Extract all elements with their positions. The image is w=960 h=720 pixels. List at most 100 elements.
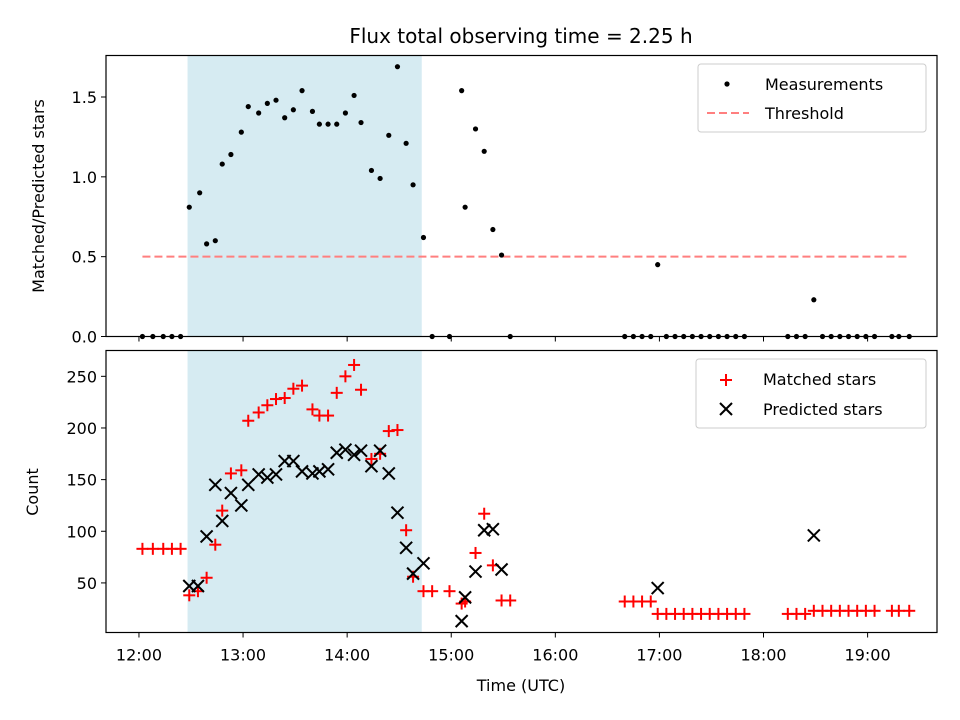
measurement-point xyxy=(197,190,203,196)
top-chart-title: Flux total observing time = 2.25 h xyxy=(349,24,692,48)
predicted-marker-stroke xyxy=(199,529,214,544)
predicted-marker-stroke xyxy=(486,522,500,536)
measurement-point xyxy=(316,121,322,127)
matched-star-point xyxy=(504,594,517,607)
measurement-point xyxy=(282,115,288,121)
matched-star-point xyxy=(348,358,361,371)
measurement-point xyxy=(368,167,375,174)
measurement-point xyxy=(462,204,468,210)
matched-star-point xyxy=(868,604,881,617)
matched-star-point xyxy=(400,524,413,537)
predicted-star-point xyxy=(390,505,405,520)
matched-star-point xyxy=(235,464,248,477)
predicted-marker-stroke xyxy=(347,448,361,462)
measurement-point xyxy=(238,129,244,135)
predicted-marker-stroke xyxy=(406,566,420,581)
measurement-point xyxy=(334,121,340,127)
measurement-point xyxy=(410,182,416,188)
measurement-point xyxy=(256,110,262,116)
matched-star-point xyxy=(270,393,283,406)
predicted-marker-stroke xyxy=(224,486,238,500)
matched-star-point xyxy=(252,406,265,419)
predicted-marker-stroke xyxy=(312,464,327,479)
predicted-marker-stroke xyxy=(295,464,309,479)
measurement-point xyxy=(325,121,331,127)
predicted-star-point xyxy=(382,466,396,481)
bottom-y-tick-label: 250 xyxy=(66,367,97,386)
matched-star-point xyxy=(382,425,395,438)
bottom-legend-box xyxy=(695,358,927,429)
measurement-point xyxy=(472,126,479,132)
measurement-point xyxy=(204,241,210,247)
matched-star-point xyxy=(426,585,439,598)
predicted-marker-stroke xyxy=(382,466,396,481)
predicted-star-point xyxy=(260,470,275,485)
bottom-axes-frame xyxy=(105,349,938,634)
measurement-point xyxy=(228,151,234,158)
predicted-star-point xyxy=(321,462,335,476)
predicted-marker-stroke xyxy=(338,442,353,457)
measurement-point xyxy=(459,88,465,94)
top-legend: Measurements Threshold xyxy=(697,63,927,133)
measurement-point xyxy=(264,100,270,106)
predicted-marker-stroke xyxy=(390,505,405,520)
top-panel: 0.0 0.5 1.0 1.5 Matched/Predicted stars Mea… xyxy=(29,54,938,347)
x-tick-label: 13:00 xyxy=(220,646,266,665)
matched-star-point xyxy=(799,607,812,620)
predicted-star-point xyxy=(208,478,223,492)
matched-star-point xyxy=(322,409,335,422)
bottom-y-axis-label: Count xyxy=(23,468,42,516)
legend-matched-marker xyxy=(720,374,732,386)
matched-star-point xyxy=(443,585,456,598)
matched-star-point xyxy=(136,542,149,555)
predicted-star-point xyxy=(338,442,353,457)
predicted-star-point xyxy=(286,454,301,468)
x-tick-label: 16:00 xyxy=(532,646,578,665)
predicted-marker-stroke xyxy=(416,556,431,570)
predicted-marker-stroke xyxy=(650,581,665,595)
predicted-star-point xyxy=(416,556,431,570)
legend-predicted-marker xyxy=(719,402,733,416)
bottom-observing-span xyxy=(187,350,422,633)
predicted-marker-stroke xyxy=(364,459,379,473)
measurement-point xyxy=(309,108,316,114)
predicted-marker-stroke xyxy=(468,564,483,579)
bottom-legend: Matched stars Predicted stars xyxy=(695,358,927,429)
measurement-point xyxy=(219,161,225,167)
matched-star-point xyxy=(903,604,916,617)
predicted-star-point xyxy=(215,514,229,528)
matched-star-point xyxy=(209,538,222,551)
measurement-point xyxy=(481,148,487,154)
measurement-point xyxy=(403,140,409,146)
top-y-tick-label: 0.0 xyxy=(72,328,97,347)
matched-star-point xyxy=(355,383,368,396)
predicted-marker-stroke xyxy=(454,614,469,628)
bottom-y-ticks: 50 100 150 200 250 xyxy=(66,367,106,593)
predicted-star-point xyxy=(406,566,420,581)
matched-star-point xyxy=(216,504,229,517)
predicted-star-point xyxy=(486,522,500,536)
matched-star-point xyxy=(339,370,352,383)
predicted-star-point xyxy=(295,464,309,479)
predicted-marker-stroke xyxy=(373,443,387,458)
matched-star-point xyxy=(892,604,905,617)
matched-star-point xyxy=(365,452,378,465)
predicted-star-point xyxy=(330,446,344,460)
x-tick-label: 15:00 xyxy=(428,646,474,665)
matched-star-point xyxy=(146,542,159,555)
predicted-marker-stroke xyxy=(269,467,283,482)
x-tick-label: 12:00 xyxy=(116,646,162,665)
predicted-marker-stroke xyxy=(330,446,344,460)
predicted-star-point xyxy=(458,590,472,605)
top-y-tick-label: 1.0 xyxy=(72,168,97,187)
predicted-star-point xyxy=(347,448,361,462)
predicted-marker-stroke xyxy=(321,462,335,476)
predicted-marker-stroke xyxy=(494,562,509,577)
matched-star-point xyxy=(478,507,491,520)
predicted-star-point xyxy=(191,579,205,593)
top-observing-span xyxy=(187,55,422,337)
bottom-y-tick-label: 150 xyxy=(66,471,97,490)
predicted-star-point xyxy=(364,459,379,473)
predicted-star-point xyxy=(468,564,483,579)
